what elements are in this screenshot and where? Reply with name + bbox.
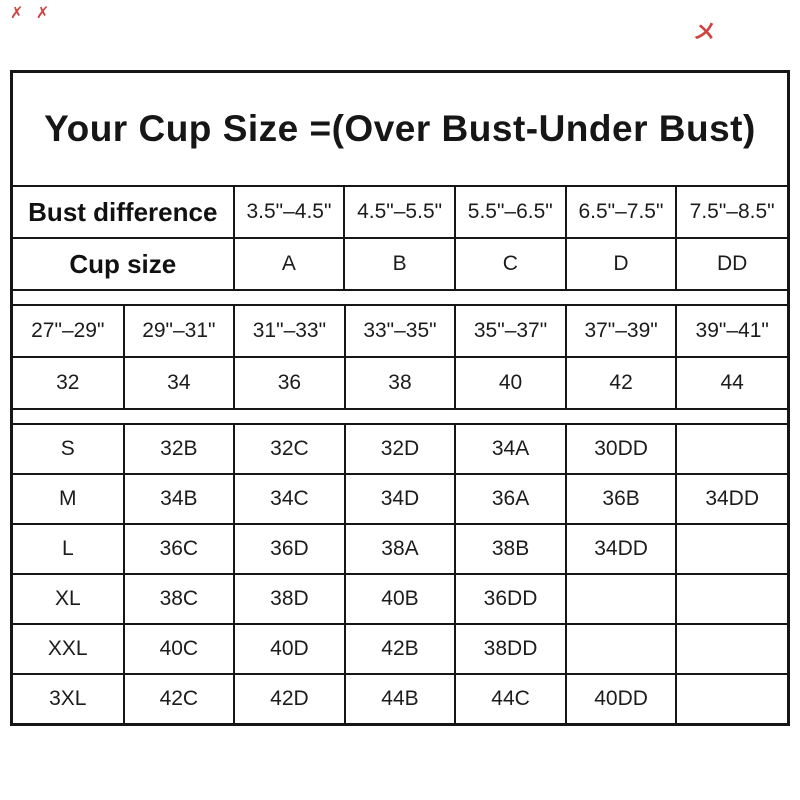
band-size: 42 xyxy=(564,356,678,410)
bra-size-cell xyxy=(675,673,787,723)
bust-difference-value: 6.5"–7.5" xyxy=(564,187,678,239)
bra-size-cell: 40D xyxy=(233,623,346,675)
bra-size-cell: 30DD xyxy=(564,423,678,475)
bra-size-cell: 36C xyxy=(122,523,236,575)
under-bust-range: 31"–33" xyxy=(233,304,346,358)
bra-size-cell: 38B xyxy=(454,523,567,575)
section-gap xyxy=(13,410,787,423)
cup-size-table: Bust difference 3.5"–4.5" 4.5"–5.5" 5.5"… xyxy=(13,187,787,291)
bra-size-cell: 42C xyxy=(122,673,236,723)
bra-size-cell: 38DD xyxy=(454,623,567,675)
band-size: 32 xyxy=(13,356,125,410)
size-label: S xyxy=(13,423,125,475)
bra-size-cell: 34D xyxy=(343,473,457,525)
bra-size-cell xyxy=(564,623,678,675)
bra-size-cell: 36B xyxy=(564,473,678,525)
size-label: L xyxy=(13,523,125,575)
size-label: 3XL xyxy=(13,673,125,723)
bra-size-cell: 34DD xyxy=(564,523,678,575)
under-bust-range-row: 27"–29" 29"–31" 31"–33" 33"–35" 35"–37" … xyxy=(13,304,787,358)
bust-difference-header: Bust difference xyxy=(13,187,235,239)
band-size: 38 xyxy=(343,356,457,410)
cup-size-value: D xyxy=(564,237,678,291)
under-bust-range: 33"–35" xyxy=(343,304,457,358)
table-row: 3XL 42C 42D 44B 44C 40DD xyxy=(13,673,787,723)
under-bust-range: 39"–41" xyxy=(675,304,787,358)
table-row: S 32B 32C 32D 34A 30DD xyxy=(13,423,787,475)
cup-size-row: Cup size A B C D DD xyxy=(13,237,787,291)
bra-size-cell: 38A xyxy=(343,523,457,575)
band-size: 44 xyxy=(675,356,787,410)
bust-difference-value: 5.5"–6.5" xyxy=(453,187,567,239)
bra-size-cell xyxy=(675,573,787,625)
bust-difference-value: 4.5"–5.5" xyxy=(343,187,456,239)
table-row: XXL 40C 40D 42B 38DD xyxy=(13,623,787,675)
red-scribble-icon: メ xyxy=(692,17,718,46)
bra-size-cell: 32D xyxy=(343,423,457,475)
table-row: L 36C 36D 38A 38B 34DD xyxy=(13,523,787,575)
bust-difference-value: 3.5"–4.5" xyxy=(232,187,346,239)
band-size-table: 27"–29" 29"–31" 31"–33" 33"–35" 35"–37" … xyxy=(13,304,787,410)
chart-title: Your Cup Size =(Over Bust-Under Bust) xyxy=(13,73,787,187)
cup-size-header: Cup size xyxy=(13,237,235,291)
section-gap xyxy=(13,291,787,304)
bust-difference-row: Bust difference 3.5"–4.5" 4.5"–5.5" 5.5"… xyxy=(13,187,787,239)
bra-size-cell: 36A xyxy=(454,473,567,525)
bra-size-cell: 36DD xyxy=(454,573,567,625)
bra-size-cell: 36D xyxy=(233,523,346,575)
size-chart-sheet: Your Cup Size =(Over Bust-Under Bust) Bu… xyxy=(10,70,790,726)
bra-size-cell xyxy=(564,573,678,625)
bra-size-cell: 42D xyxy=(233,673,346,723)
bra-size-cell: 34B xyxy=(122,473,236,525)
bra-size-cell: 44B xyxy=(343,673,457,723)
red-cross-marks-icon: ✗ ✗ xyxy=(10,5,54,22)
cup-size-value: DD xyxy=(675,237,787,291)
bra-size-cell xyxy=(675,623,787,675)
bra-size-cell: 44C xyxy=(454,673,567,723)
bra-size-cell: 38C xyxy=(122,573,236,625)
under-bust-range: 35"–37" xyxy=(454,304,567,358)
bra-size-cell: 34DD xyxy=(675,473,787,525)
bra-size-cell: 32C xyxy=(233,423,346,475)
bra-size-cell: 34A xyxy=(454,423,567,475)
bra-size-cell xyxy=(675,523,787,575)
band-size: 40 xyxy=(454,356,567,410)
size-conversion-table: S 32B 32C 32D 34A 30DD M 34B 34C 34D 36A… xyxy=(13,423,787,723)
band-size-row: 32 34 36 38 40 42 44 xyxy=(13,356,787,410)
bra-size-cell: 40C xyxy=(122,623,236,675)
bra-size-cell: 40B xyxy=(343,573,457,625)
table-row: XL 38C 38D 40B 36DD xyxy=(13,573,787,625)
size-label: XL xyxy=(13,573,125,625)
bra-size-cell: 32B xyxy=(122,423,236,475)
band-size: 36 xyxy=(233,356,346,410)
under-bust-range: 29"–31" xyxy=(122,304,236,358)
cup-size-value: C xyxy=(453,237,567,291)
bra-size-cell: 34C xyxy=(233,473,346,525)
band-size: 34 xyxy=(122,356,236,410)
cup-size-value: A xyxy=(232,237,346,291)
cup-size-value: B xyxy=(343,237,456,291)
bust-difference-value: 7.5"–8.5" xyxy=(675,187,787,239)
size-label: M xyxy=(13,473,125,525)
bra-size-cell xyxy=(675,423,787,475)
bra-size-cell: 38D xyxy=(233,573,346,625)
table-row: M 34B 34C 34D 36A 36B 34DD xyxy=(13,473,787,525)
under-bust-range: 27"–29" xyxy=(13,304,125,358)
bra-size-cell: 42B xyxy=(343,623,457,675)
bra-size-cell: 40DD xyxy=(564,673,678,723)
under-bust-range: 37"–39" xyxy=(564,304,678,358)
size-label: XXL xyxy=(13,623,125,675)
